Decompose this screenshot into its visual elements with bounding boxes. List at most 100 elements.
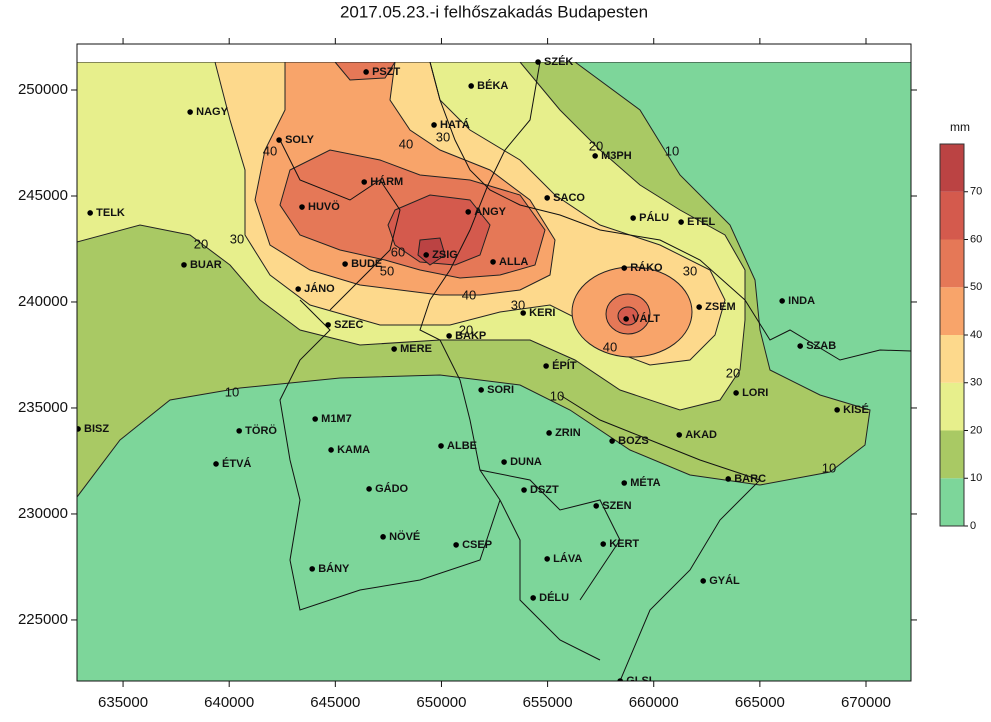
station-point — [276, 137, 282, 143]
station-point — [621, 480, 628, 486]
station-point — [501, 459, 507, 465]
station-point — [700, 578, 706, 584]
station-label: NÖVÉ — [389, 530, 420, 543]
station-point — [543, 363, 549, 369]
station-label: HÁRM — [370, 175, 403, 188]
station-label: BISZ — [84, 423, 109, 435]
station-label: M1M7 — [321, 413, 352, 425]
station-point — [592, 153, 598, 159]
colorbar-tick-label: 0 — [970, 520, 976, 532]
colorbar-tick-label: 50 — [970, 281, 982, 293]
station-point — [77, 426, 81, 432]
station-point — [423, 252, 429, 258]
colorbar-segment — [940, 478, 964, 526]
contour-labels: 10 10 10 10 20 20 20 20 30 30 30 30 40 4… — [194, 129, 836, 475]
station-label: DUNA — [510, 456, 542, 468]
colorbar-tick-label: 20 — [970, 424, 982, 436]
station-point — [325, 322, 331, 328]
station-label: PÁLU — [639, 211, 669, 224]
station-label: BUDE — [351, 258, 382, 270]
contour-label: 10 — [225, 384, 239, 399]
x-tick-label: 660000 — [629, 694, 679, 711]
station-point — [431, 122, 437, 128]
x-tick-label: 655000 — [523, 694, 573, 711]
station-label: BOZS — [618, 435, 649, 447]
station-point — [438, 443, 444, 449]
contour-region — [617, 306, 639, 326]
colorbar-segment — [940, 144, 964, 192]
station-label: RÁKO — [630, 261, 663, 274]
station-point — [342, 261, 348, 267]
station-label: DSZT — [530, 484, 559, 496]
station-label: HUVÖ — [308, 200, 340, 213]
station-point — [834, 407, 840, 413]
station-label: MERE — [400, 343, 432, 355]
contour-label: 10 — [665, 143, 679, 158]
station-point — [544, 195, 550, 201]
station-point — [181, 262, 187, 268]
station-point — [544, 556, 550, 562]
colorbar-tick-label: 40 — [970, 329, 982, 341]
contour-label: 40 — [263, 143, 277, 158]
station-point — [478, 387, 484, 393]
station-point — [609, 438, 615, 444]
x-tick-label: 645000 — [310, 694, 360, 711]
contour-label: 20 — [726, 365, 740, 380]
station-label: LORI — [742, 387, 768, 399]
axes: 635000 640000 645000 650000 655000 660000 6650… — [18, 38, 982, 711]
station-label: KERT — [609, 538, 639, 550]
x-tick-label: 670000 — [841, 694, 891, 711]
station-point — [468, 83, 474, 89]
station-label: INDA — [788, 295, 815, 307]
y-tick-label: 250000 — [18, 81, 68, 98]
station-label: KAMA — [337, 444, 370, 456]
station-label: BAKP — [455, 330, 486, 342]
x-tick-label: 650000 — [416, 694, 466, 711]
station-label: SZAB — [806, 340, 836, 352]
station-point — [733, 390, 739, 396]
colorbar-tick-label: 70 — [970, 186, 982, 198]
station-label: GYÁL — [709, 574, 740, 587]
station-point — [520, 310, 526, 316]
station-point — [797, 343, 803, 349]
stations: PSZT BÉKA SZÉK NAGY HATÁ SOLY M3PH HÁRM SACO HUVÖ… — [77, 55, 869, 687]
station-label: GLSI — [626, 675, 652, 687]
colorbar-segment — [940, 430, 964, 479]
station-point — [213, 461, 219, 467]
station-point — [521, 487, 527, 493]
station-point — [676, 432, 683, 438]
station-point — [696, 304, 702, 310]
station-point — [535, 59, 541, 65]
x-tick-label: 665000 — [735, 694, 785, 711]
station-point — [187, 109, 193, 115]
contour-label: 30 — [683, 263, 697, 278]
contour-label: 30 — [436, 129, 450, 144]
station-label: CSEP — [462, 539, 492, 551]
contour-label: 20 — [589, 138, 603, 153]
contour-label: 60 — [391, 244, 405, 259]
station-point — [630, 215, 636, 221]
contour-label: 40 — [399, 136, 413, 151]
station-point — [366, 486, 372, 492]
station-point — [299, 204, 305, 210]
station-label: BUAR — [190, 259, 222, 271]
contour-label: 20 — [459, 322, 473, 337]
station-label: ZRIN — [555, 427, 581, 439]
contour-label: 10 — [822, 460, 836, 475]
station-label: AKAD — [685, 429, 717, 441]
station-label: DÉLU — [539, 591, 569, 604]
station-label: BÉKA — [477, 79, 508, 92]
station-point — [380, 534, 386, 540]
station-label: KERI — [529, 307, 555, 319]
contour-label: 10 — [550, 388, 564, 403]
station-label: BARC — [734, 473, 766, 485]
chart-title: 2017.05.23.-i felhőszakadás Budapesten — [340, 2, 648, 21]
y-tick-label: 225000 — [18, 611, 68, 628]
station-label: ALLA — [499, 256, 528, 268]
station-point — [328, 447, 334, 453]
station-point — [600, 541, 607, 547]
station-point — [593, 503, 600, 509]
station-label: HATÁ — [440, 118, 470, 131]
station-label: PSZT — [372, 66, 400, 78]
station-label: KISÉ — [843, 403, 869, 416]
